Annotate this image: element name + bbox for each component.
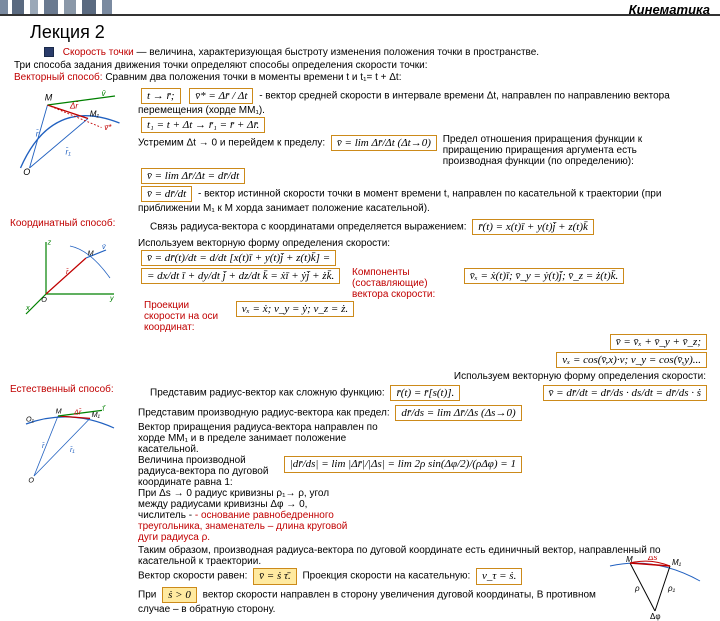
coord-comp: v̄ₓ = ẋ(t)ī; v̄_y = ẏ(t)j̄; v̄_z = ż(t)k…: [464, 268, 624, 284]
svg-text:Δr̄: Δr̄: [73, 408, 82, 417]
svg-text:M₁: M₁: [672, 558, 682, 567]
coord-f1: r̄(t) = x(t)ī + y(t)j̄ + z(t)k̄: [472, 219, 594, 235]
formula-vec-res: v̄ = dr̄/dt: [141, 186, 192, 202]
coord-v-decomp: v̄ = v̄ₓ + v̄_y + v̄_z;: [610, 334, 707, 350]
intro-line2: Три cпособа задания движения точки опред…: [14, 60, 428, 71]
svg-text:O: O: [23, 167, 30, 177]
nat-t7: Вектор скорости равен:: [138, 571, 247, 582]
speed-lead-cont: — величина, характеризующая быстроту изм…: [137, 47, 540, 58]
coord-t1: Связь радиуса-вектора с координатами опр…: [150, 222, 466, 233]
svg-text:r̄₁: r̄₁: [70, 445, 75, 454]
nat-t9b: вектор скорости направлен в сторону увел…: [138, 589, 596, 614]
nat-t3: Величина производной радиуса-вектора по …: [138, 455, 278, 488]
coord-v-cos: vₓ = cos(v̄,x)·v; v_y = cos(v̄,y)...: [556, 352, 707, 368]
svg-text:O: O: [28, 476, 34, 485]
coord-label: Координатный способ:: [10, 218, 150, 229]
lecture-title: Лекция 2: [30, 22, 720, 43]
nat-label: Естественный способ:: [10, 384, 150, 395]
nat-f1: r̄(t) = r̄[s(t)].: [390, 385, 460, 401]
nat-t8: Проекция скорости на касательную:: [302, 571, 470, 582]
bullet: [44, 47, 54, 57]
svg-text:z: z: [47, 238, 52, 246]
svg-text:r̄₁: r̄₁: [65, 147, 71, 156]
svg-text:v̄: v̄: [102, 242, 106, 251]
vector-diagram: M M₁ O r̄ r̄₁ Δr̄ v̄ v̄*: [10, 87, 130, 177]
svg-text:M: M: [56, 407, 62, 416]
formula-vec-f1: t → r̄;: [141, 88, 181, 104]
svg-text:O: O: [41, 295, 47, 304]
svg-text:x: x: [25, 303, 30, 312]
svg-text:M: M: [88, 249, 94, 258]
topic-title: Кинематика: [629, 2, 710, 17]
text-vec-t2: Устремим Δt → 0 и перейдем к пределу:: [138, 137, 325, 148]
coord-proj: vₓ = ẋ; v_y = ẏ; v_z = ż.: [236, 301, 354, 317]
svg-text:ρ₁: ρ₁: [667, 584, 676, 593]
nat-t9a: При: [138, 589, 159, 600]
formula-vec-f2: t₁ = t + Δt → r̄₁ = r̄ + Δr̄.: [141, 117, 265, 133]
coord-t2: Используем векторную форму определения с…: [138, 238, 390, 249]
coord-f2a: v̄ = dr̄(t)/dt = d/dt [x(t)ī + y(t)j̄ + …: [141, 250, 336, 266]
formula-vec-avg: v̄* = Δr̄ / Δt: [189, 88, 253, 104]
nat-f4: |dr̄/ds| = lim |Δr̄|/|Δs| = lim 2ρ sin(Δ…: [284, 456, 522, 472]
text-vec-t3: Предел отношения приращения функции к пр…: [443, 134, 673, 167]
coord-diagram: M O z y x r̄ v̄: [10, 238, 130, 318]
formula-vec-deriv: v̄ = lim Δr̄/Δt = dr̄/dt: [141, 168, 245, 184]
svg-text:r̄: r̄: [66, 267, 69, 276]
coord-f2b: = dx/dt ī + dy/dt j̄ + dz/dt k̄ = ẋī + ẏ…: [141, 268, 340, 284]
svg-text:v̄*: v̄*: [104, 123, 112, 132]
coord-t3: Используем векторную форму определения с…: [14, 371, 706, 382]
svg-text:Δφ: Δφ: [650, 612, 661, 621]
svg-text:M₁: M₁: [90, 109, 100, 118]
nat-f7: ṡ > 0: [162, 587, 197, 603]
svg-text:M: M: [45, 92, 53, 102]
svg-text:Δs: Δs: [647, 556, 657, 562]
nat-f6: v_τ = ṡ.: [476, 568, 522, 584]
nat-f2: v̄ = dr̄/dt = dr̄/ds · ds/dt = dr̄/ds · …: [543, 385, 707, 401]
svg-text:y: y: [109, 293, 114, 302]
nat-diagram: M M₁ O O₁ r̄ r̄₁ Δr̄ τ̄: [10, 404, 130, 484]
nat-f3: dr̄/ds = lim Δr̄/Δs (Δs→0): [395, 405, 521, 421]
svg-text:M₁: M₁: [92, 410, 101, 419]
speed-lead: Скорость точки: [63, 47, 134, 58]
nat-t2: Представим производную радиус-вектора ка…: [138, 408, 390, 419]
svg-text:M: M: [626, 556, 633, 564]
nat-t6: Таким образом, производная радиуса-векто…: [138, 545, 661, 567]
svg-text:ρ: ρ: [634, 584, 640, 593]
nat-t4: Вектор приращения радиуса-вектора направ…: [138, 422, 398, 455]
nat-t1: Представим радиус-вектор как сложную фун…: [150, 388, 385, 399]
vector-label: Векторный способ:: [14, 72, 103, 83]
intro-line3: Сравним два положения точки в моменты вр…: [105, 72, 401, 83]
proj-label: Проекции скорости на оси координат:: [144, 300, 218, 333]
svg-text:O₁: O₁: [26, 415, 35, 424]
comp-label: Компоненты (составляющие) вектора скорос…: [352, 267, 435, 300]
formula-vec-lim: v̄ = lim Δr̄/Δt (Δt→0): [331, 135, 437, 151]
svg-text:τ̄: τ̄: [102, 404, 106, 412]
text-vec-t4: - вектор истинной скорости точки в момен…: [138, 188, 661, 213]
nat-f5: v̄ = ṡ τ̄.: [253, 568, 297, 584]
tau-diagram: Δφ ρ ρ₁ Δs M M₁: [600, 556, 710, 621]
svg-text:Δr̄: Δr̄: [69, 101, 79, 110]
